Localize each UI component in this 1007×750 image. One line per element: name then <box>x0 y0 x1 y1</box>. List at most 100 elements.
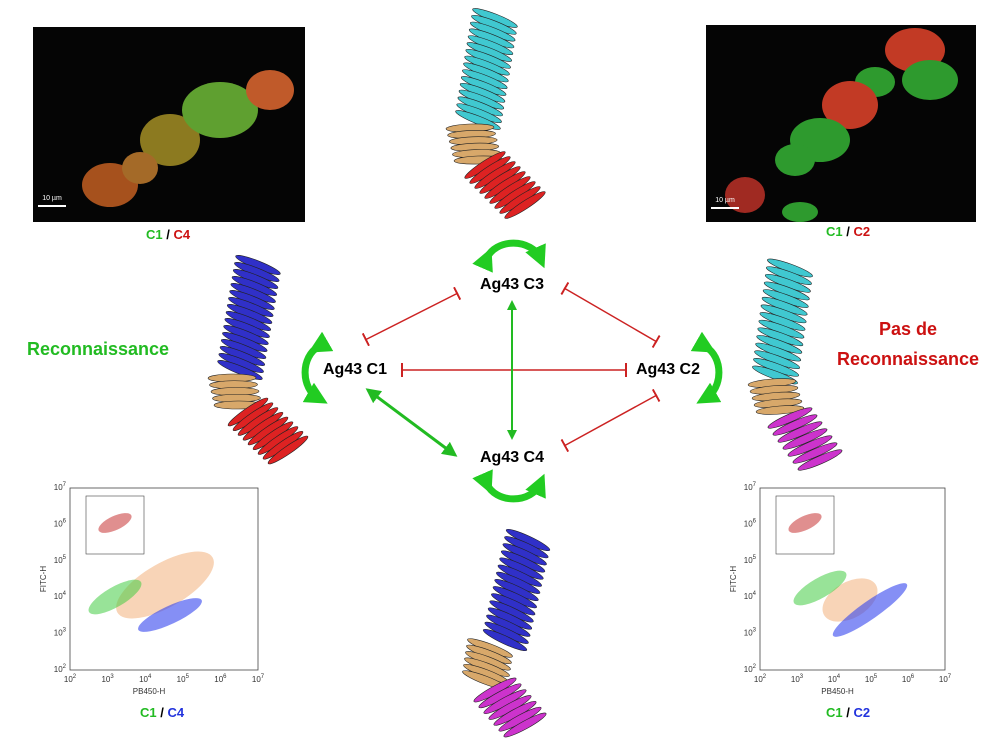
scale-bar-label: 10 µm <box>715 197 735 204</box>
protein-structures <box>207 8 843 738</box>
x-tick-label: 102 <box>64 674 77 685</box>
tick-exp: 5 <box>186 674 190 680</box>
tick-base: 10 <box>744 665 753 674</box>
tick-exp: 3 <box>753 627 757 633</box>
tick-base: 10 <box>754 675 763 684</box>
flow-plots: 102102103103104104105105106106107107PB45… <box>39 482 952 721</box>
scale-bar-label: 10 µm <box>42 195 62 202</box>
y-tick-label: 105 <box>744 554 757 565</box>
tick-exp: 2 <box>763 674 767 680</box>
beta-strand <box>797 449 843 471</box>
tick-base: 10 <box>939 675 948 684</box>
x-tick-label: 104 <box>139 674 152 685</box>
no-recognition-label: Reconnaissance <box>837 349 979 369</box>
population <box>88 579 142 615</box>
population <box>138 598 202 632</box>
beta-strand <box>792 442 838 464</box>
x-tick-label: 106 <box>902 674 915 685</box>
tick-base: 10 <box>828 675 837 684</box>
tick-exp: 4 <box>753 591 757 597</box>
recognition-arrow <box>365 388 458 457</box>
population <box>832 583 908 637</box>
caption-part: C4 <box>173 227 190 242</box>
inhibition <box>560 281 661 349</box>
tick-exp: 3 <box>800 674 804 680</box>
y-tick-label: 105 <box>54 554 67 565</box>
y-tick-label: 104 <box>744 591 757 602</box>
beta-strand <box>503 712 547 738</box>
node-label: Ag43 C2 <box>636 361 700 378</box>
y-tick-label: 102 <box>744 664 757 675</box>
tick-exp: 3 <box>110 674 114 680</box>
tick-exp: 4 <box>148 674 152 680</box>
tick-base: 10 <box>865 675 874 684</box>
x-tick-label: 103 <box>791 674 804 685</box>
x-tick-label: 107 <box>252 674 265 685</box>
tick-exp: 5 <box>63 554 67 560</box>
caption-part: / <box>846 705 850 720</box>
y-tick-label: 107 <box>744 482 757 493</box>
x-tick-label: 102 <box>754 674 767 685</box>
inhibition <box>361 286 462 347</box>
tick-base: 10 <box>902 675 911 684</box>
micrograph: 10 µm <box>33 27 305 222</box>
tick-exp: 2 <box>753 664 757 670</box>
tick-exp: 7 <box>753 482 757 488</box>
caption-part: C1 <box>140 705 157 720</box>
y-tick-label: 103 <box>54 627 67 638</box>
caption-part: / <box>166 227 170 242</box>
tick-exp: 7 <box>63 482 67 488</box>
beta-strand <box>755 405 805 415</box>
x-tick-label: 106 <box>214 674 227 685</box>
micrograph: 10 µm <box>706 25 976 222</box>
beta-strand <box>217 360 263 380</box>
x-axis-label: PB450-H <box>821 687 854 696</box>
inhibition <box>560 388 661 453</box>
tick-base: 10 <box>744 629 753 638</box>
node-label: Ag43 C3 <box>480 276 544 293</box>
tick-base: 10 <box>54 592 63 601</box>
y-tick-label: 107 <box>54 482 67 493</box>
caption: C1 / C4 <box>140 705 185 720</box>
tick-base: 10 <box>139 675 148 684</box>
x-tick-label: 107 <box>939 674 952 685</box>
tick-base: 10 <box>54 556 63 565</box>
flow-plot: 102102103103104104105105106106107107PB45… <box>729 482 952 721</box>
tick-base: 10 <box>252 675 261 684</box>
tick-base: 10 <box>54 520 63 529</box>
y-axis-label: FITC-H <box>39 566 48 592</box>
self-arrow <box>690 331 723 404</box>
caption-part: C1 <box>146 227 163 242</box>
caption-part: C2 <box>853 705 870 720</box>
tick-exp: 6 <box>911 674 915 680</box>
flow-plot: 102102103103104104105105106106107107PB45… <box>39 482 265 721</box>
recognition-label: Reconnaissance <box>27 339 169 359</box>
caption: C1 / C2 <box>826 224 870 239</box>
tick-exp: 4 <box>837 674 841 680</box>
caption-part: C1 <box>826 705 843 720</box>
caption-part: C1 <box>826 224 843 239</box>
y-tick-label: 106 <box>54 518 67 529</box>
beta-strand <box>267 435 309 465</box>
inset-population <box>788 513 822 533</box>
tick-exp: 3 <box>63 627 67 633</box>
caption-part: / <box>160 705 164 720</box>
y-tick-label: 106 <box>744 518 757 529</box>
self-arrow <box>472 239 546 273</box>
x-tick-label: 104 <box>828 674 841 685</box>
self-arrow <box>472 469 546 503</box>
beta-strand <box>777 421 823 443</box>
x-tick-label: 105 <box>865 674 878 685</box>
tick-base: 10 <box>744 483 753 492</box>
y-axis-label: FITC-H <box>729 566 738 592</box>
caption-part: C4 <box>167 705 184 720</box>
beta-strand <box>482 628 528 652</box>
beta-strand <box>772 414 818 436</box>
network: Ag43 C1 Ag43 C2 Ag43 C3 Ag43 C4 <box>301 239 723 503</box>
beta-strand <box>504 191 546 219</box>
beta-strand <box>782 428 828 450</box>
tick-base: 10 <box>54 665 63 674</box>
tick-base: 10 <box>64 675 73 684</box>
tick-base: 10 <box>744 592 753 601</box>
